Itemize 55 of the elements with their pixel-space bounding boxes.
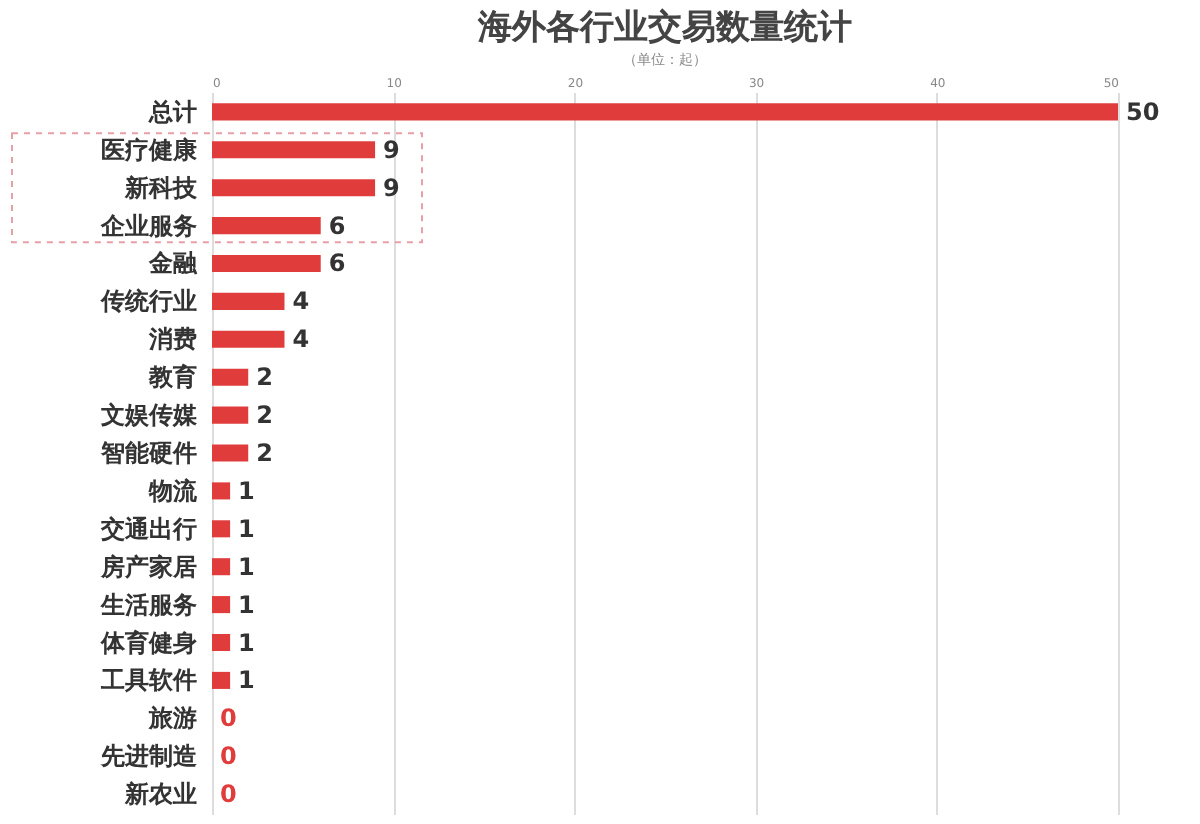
chart-title: 海外各行业交易数量统计 — [476, 8, 852, 48]
data-label: 50 — [1126, 97, 1160, 126]
data-label: 1 — [238, 552, 255, 581]
data-label: 0 — [220, 780, 237, 809]
y-tick-label: 企业服务 — [99, 211, 197, 240]
bar — [212, 558, 231, 576]
y-tick-label: 金融 — [147, 249, 199, 278]
y-tick-label: 文娱传媒 — [99, 401, 199, 430]
y-tick-label: 物流 — [147, 476, 199, 505]
bar — [212, 520, 231, 538]
bar — [212, 217, 321, 235]
bar — [212, 254, 321, 273]
bar — [212, 482, 231, 500]
data-label: 1 — [238, 628, 255, 657]
y-tick-label: 房产家居 — [99, 552, 197, 581]
y-tick-label: 交通出行 — [99, 514, 197, 543]
y-tick-label: 先进制造 — [99, 742, 199, 771]
y-tick-label: 医疗健康 — [101, 135, 199, 164]
data-label: 2 — [256, 363, 273, 392]
y-tick-label: 消费 — [147, 325, 197, 354]
data-label: 4 — [292, 325, 310, 354]
bar — [212, 103, 1118, 121]
data-label: 4 — [292, 287, 310, 316]
y-tick-label: 教育 — [147, 363, 197, 392]
bar — [212, 444, 249, 462]
data-label: 6 — [328, 211, 346, 240]
y-tick-label: 旅游 — [147, 704, 197, 733]
y-tick-label: 体育健身 — [99, 628, 197, 657]
y-tick-label: 智能硬件 — [99, 439, 197, 467]
y-tick-label: 总计 — [147, 97, 197, 126]
y-tick-label: 新科技 — [123, 173, 199, 202]
data-label: 0 — [220, 704, 237, 733]
y-tick-label: 工具软件 — [99, 666, 197, 695]
bar — [212, 368, 249, 386]
bar — [212, 179, 376, 197]
y-tick-label: 生活服务 — [99, 590, 197, 619]
data-label: 2 — [256, 439, 273, 467]
bar — [212, 671, 231, 689]
y-tick-label: 新农业 — [123, 780, 197, 809]
bar — [212, 292, 285, 310]
data-label: 1 — [238, 666, 255, 695]
data-label: 1 — [238, 590, 255, 619]
bar — [212, 330, 285, 348]
data-label: 1 — [238, 514, 255, 543]
bar — [212, 633, 231, 652]
data-label: 0 — [220, 742, 237, 771]
data-label: 9 — [383, 173, 400, 202]
bar — [212, 406, 249, 424]
bar — [212, 141, 376, 159]
y-tick-label: 传统行业 — [99, 287, 197, 316]
data-label: 6 — [328, 249, 346, 278]
bar — [212, 596, 231, 614]
data-label: 1 — [238, 476, 255, 505]
data-label: 9 — [383, 135, 400, 164]
data-label: 2 — [256, 401, 273, 430]
